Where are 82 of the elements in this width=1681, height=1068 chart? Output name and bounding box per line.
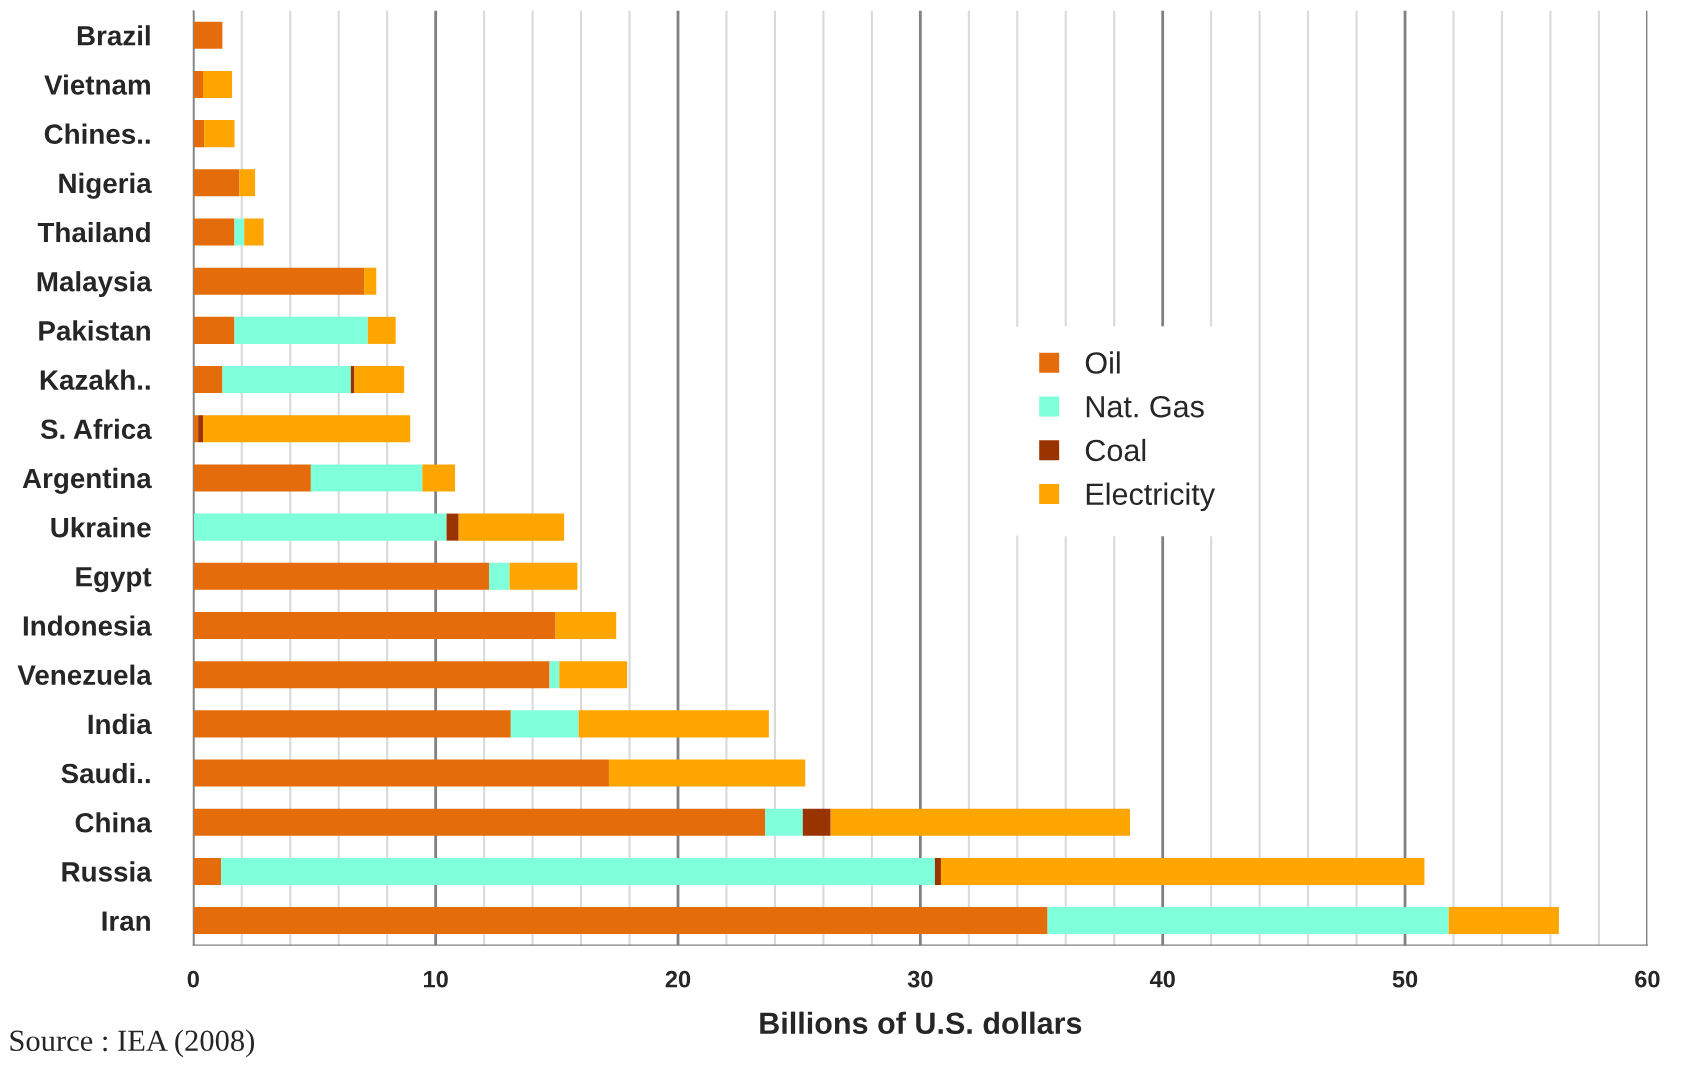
- y-tick-label: Kazakh..: [40, 369, 150, 390]
- bar: [1047, 907, 1449, 935]
- y-tick-label: Malaysia: [37, 271, 152, 298]
- y-tick-label: India: [88, 713, 152, 735]
- bar: [422, 464, 456, 492]
- y-tick-label: Vietnam: [44, 74, 150, 95]
- x-tick-label: 10: [424, 970, 448, 988]
- bar: [193, 562, 489, 590]
- y-tick-label: Brazil: [77, 25, 150, 46]
- bar: [234, 218, 245, 246]
- y-tick-label: Iran: [102, 911, 150, 931]
- bar: [458, 513, 565, 541]
- bar: [1448, 907, 1559, 935]
- bar: [193, 857, 222, 885]
- bar: [193, 120, 205, 148]
- y-tick-label: Chines..: [44, 123, 150, 144]
- y-tick-label: Thailand: [37, 221, 150, 243]
- x-tick-label: 40: [1149, 970, 1175, 988]
- bar: [765, 808, 803, 836]
- legend-label: Electricity: [1086, 482, 1215, 512]
- bar: [446, 513, 459, 541]
- bar: [193, 366, 223, 394]
- bar: [193, 169, 240, 197]
- bar: [204, 120, 235, 148]
- source-note: Source : IEA (2008): [10, 1029, 254, 1058]
- y-tick-label: Venezuela: [17, 664, 152, 686]
- legend-label: Oil: [1085, 351, 1120, 374]
- y-tick-label: Russia: [62, 861, 152, 882]
- bar: [193, 808, 766, 836]
- legend-label: Nat. Gas: [1086, 395, 1204, 418]
- y-tick-label: Argentina: [22, 467, 152, 494]
- x-tick-label: 50: [1392, 970, 1418, 988]
- bar: [549, 661, 560, 689]
- x-axis-title: Billions of U.S. dollars: [760, 1011, 1082, 1035]
- x-tick-label: 20: [665, 970, 691, 988]
- bar: [509, 562, 578, 590]
- bar: [203, 415, 411, 443]
- bar: [934, 857, 941, 885]
- bar: [364, 267, 377, 295]
- bar: [510, 710, 579, 738]
- y-tick-label: Pakistan: [39, 320, 150, 341]
- bar: [802, 808, 831, 836]
- y-tick-label: Egypt: [76, 567, 152, 593]
- bar: [193, 907, 1048, 935]
- y-tick-label: Indonesia: [23, 615, 152, 636]
- bar: [193, 710, 511, 738]
- bar: [193, 218, 235, 246]
- bar: [193, 267, 365, 295]
- x-tick-label: 0: [187, 970, 199, 988]
- bar: [193, 661, 550, 689]
- bar: [578, 710, 769, 738]
- bar: [193, 611, 556, 640]
- bar: [354, 366, 405, 394]
- bar: [222, 366, 351, 394]
- bar: [830, 808, 1130, 836]
- y-tick-label: Saudi..: [61, 762, 150, 784]
- bar: [310, 464, 423, 492]
- bar: [193, 464, 311, 492]
- y-tick-label: Ukraine: [51, 517, 151, 538]
- bar: [221, 857, 935, 885]
- bar: [193, 513, 447, 541]
- x-tick-label: 60: [1635, 970, 1660, 988]
- bar: [193, 759, 609, 787]
- bar: [244, 218, 264, 246]
- bar: [559, 661, 628, 689]
- bar: [239, 169, 256, 197]
- x-tick-label: 30: [907, 970, 933, 988]
- bar: [193, 21, 223, 49]
- bar: [367, 316, 396, 344]
- bar: [193, 70, 204, 98]
- bar: [234, 316, 368, 344]
- bar: [203, 70, 233, 98]
- bar: [198, 415, 204, 443]
- bar: [608, 759, 806, 787]
- y-tick-label: Nigeria: [59, 172, 152, 199]
- bar: [488, 562, 510, 590]
- y-tick-label: S. Africa: [40, 418, 152, 440]
- bar: [940, 857, 1425, 885]
- bar: [193, 316, 235, 344]
- legend-label: Coal: [1085, 438, 1146, 462]
- y-tick-label: China: [75, 812, 152, 833]
- bar: [555, 611, 617, 640]
